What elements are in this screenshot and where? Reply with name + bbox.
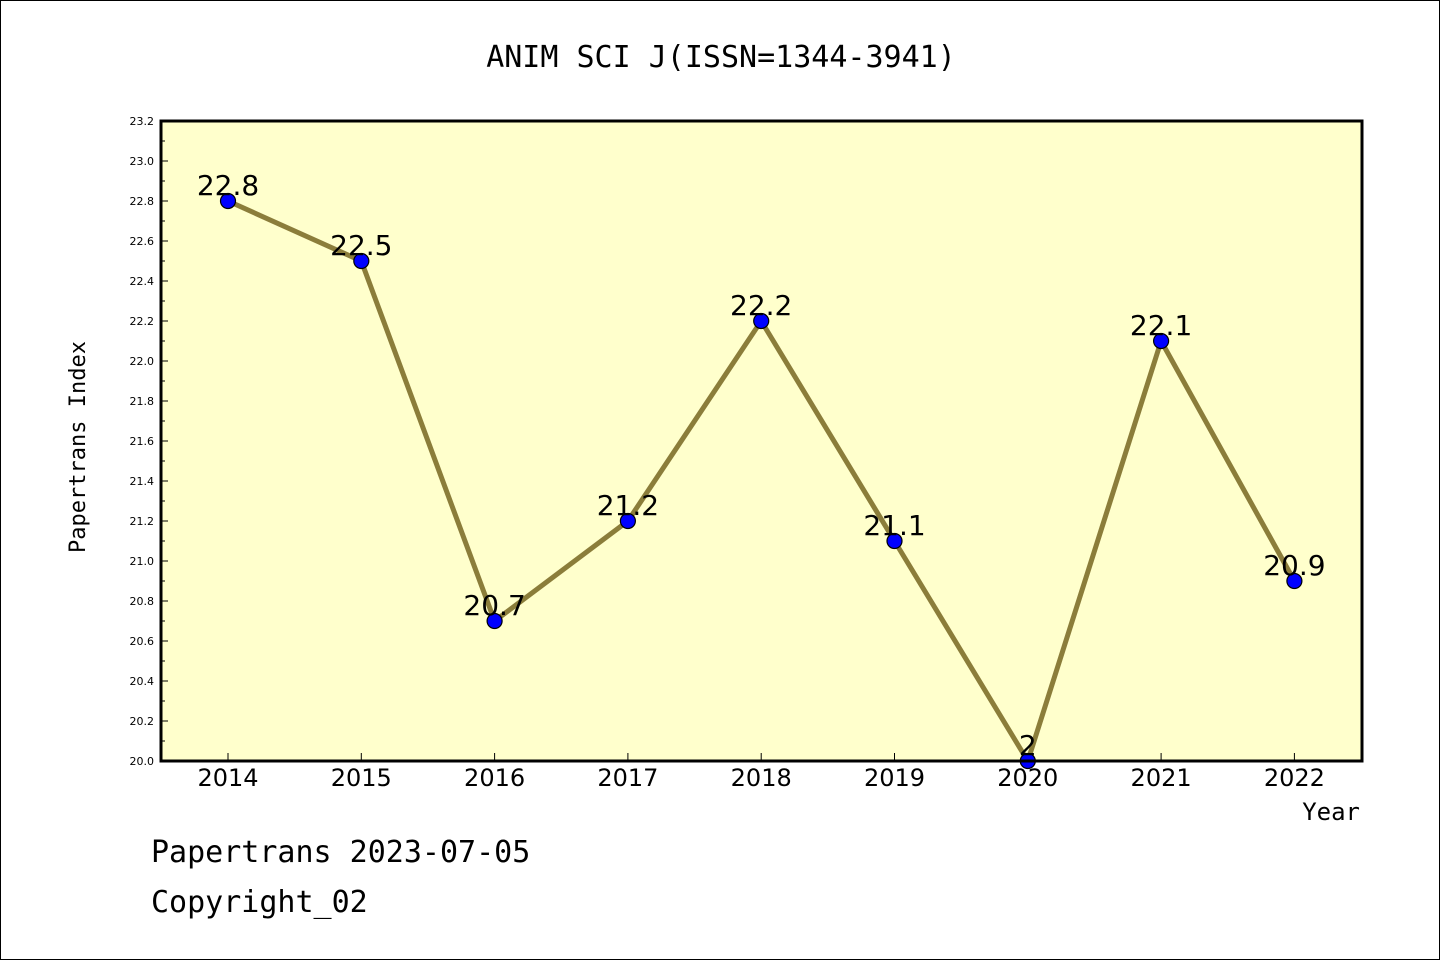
- y-tick-label: 20.0: [130, 755, 155, 768]
- y-tick-label: 21.6: [130, 435, 155, 448]
- data-point: [619, 512, 637, 530]
- y-tick-label: 20.6: [130, 635, 155, 648]
- data-label: 22.2: [730, 289, 792, 322]
- x-tick-label: 2016: [464, 764, 525, 792]
- y-tick-label: 20.4: [130, 675, 155, 688]
- y-tick-label: 23.0: [130, 155, 155, 168]
- data-label: 20.9: [1263, 549, 1325, 582]
- footer-copyright: Copyright_02: [151, 885, 368, 920]
- data-point: [353, 252, 370, 270]
- y-tick-label: 20.8: [130, 595, 155, 608]
- footer-date: Papertrans 2023-07-05: [151, 835, 531, 870]
- x-tick-label: 2018: [731, 764, 792, 792]
- y-tick-label: 22.4: [130, 275, 155, 288]
- data-point: [486, 612, 503, 630]
- y-tick-label: 23.2: [130, 115, 155, 128]
- plot-area: [161, 121, 1362, 761]
- data-label: 22.5: [330, 229, 392, 262]
- plot-border: [159, 119, 1364, 763]
- y-tick-label: 21.4: [130, 475, 155, 488]
- y-axis-label: Papertrans Index: [66, 341, 91, 553]
- y-tick-label: 21.8: [130, 395, 155, 408]
- x-tick-label: 2019: [864, 764, 925, 792]
- x-tick-label: 2015: [331, 764, 392, 792]
- y-tick-label: 20.2: [130, 715, 155, 728]
- data-labels: 22.8 22.5 20.7 21.2 22.2 21.1 2 22.1 20.9: [197, 169, 1326, 762]
- x-tick-label: 2022: [1264, 764, 1325, 792]
- data-label: 22.8: [197, 169, 259, 202]
- data-point: [219, 192, 237, 210]
- x-tick-label: 2021: [1131, 764, 1192, 792]
- data-label: 21.2: [597, 489, 659, 522]
- data-label: 21.1: [863, 509, 925, 542]
- data-point: [753, 312, 770, 330]
- data-point: [886, 532, 903, 550]
- x-axis-label: Year: [1302, 798, 1360, 826]
- y-tick-label: 22.0: [130, 355, 155, 368]
- y-tick-label: 22.2: [130, 315, 155, 328]
- y-tick-label: 22.6: [130, 235, 155, 248]
- data-label: 22.1: [1130, 309, 1192, 342]
- data-point: [1152, 332, 1170, 350]
- chart-title: ANIM SCI J(ISSN=1344-3941): [486, 40, 956, 75]
- x-tick-label: 2017: [597, 764, 658, 792]
- data-point: [1286, 572, 1303, 590]
- y-tick-label: 21.0: [130, 555, 155, 568]
- x-tick-label: 2014: [197, 764, 258, 792]
- y-tick-label: 21.2: [130, 515, 155, 528]
- data-label: 2: [1019, 729, 1037, 762]
- data-points: [219, 192, 1303, 770]
- data-label: 20.7: [463, 589, 525, 622]
- y-axis: 20.0 20.2 20.4 20.6 20.8 21.0 21.2 21.4 21.6 21.8…: [130, 115, 168, 768]
- y-tick-label: 22.8: [130, 195, 155, 208]
